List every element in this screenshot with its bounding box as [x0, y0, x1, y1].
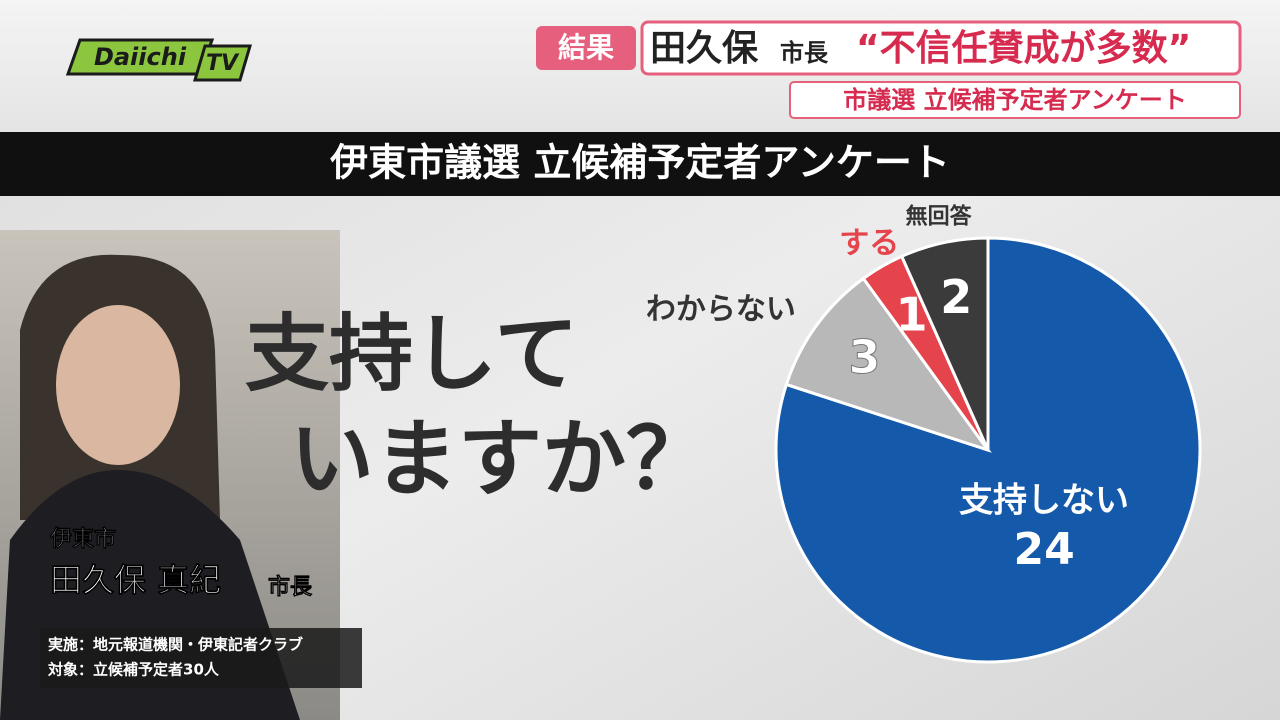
slice-value: 24: [1013, 524, 1074, 575]
slice-value: 2: [940, 270, 972, 324]
tag: 結果: [558, 31, 614, 64]
headline-quote: “不信任賛成が多数”: [856, 28, 1191, 69]
headline-name: 田久保: [650, 28, 759, 69]
headline-sub: 市議選 立候補予定者アンケート: [843, 86, 1186, 114]
banner: [0, 132, 1280, 196]
logo-tv-box: [192, 44, 253, 82]
slice-label: 無回答: [906, 204, 973, 230]
caption-role: 市長: [268, 574, 313, 600]
tag-box: [536, 26, 636, 70]
chart-title: 伊東市議選 立候補予定者アンケート: [329, 141, 950, 185]
note: 実施：地元報道機関・伊東記者クラブ: [48, 636, 303, 654]
caption-city: 伊東市: [49, 526, 116, 552]
logo-tv: TV: [206, 51, 240, 76]
slice-label: 支持しない: [959, 481, 1129, 521]
slice-label: する: [839, 226, 899, 261]
question: いますか？: [290, 410, 710, 508]
sub-box: [789, 81, 1241, 119]
headline-box: [640, 20, 1242, 76]
logo: Daiichi: [94, 43, 187, 71]
face: [56, 305, 180, 465]
headline-role: 市長: [780, 39, 829, 67]
slice-label: わからない: [646, 292, 796, 327]
pie-slice: [899, 236, 990, 451]
notes-box: [40, 628, 362, 688]
pie-slice: [784, 276, 992, 453]
note: 対象：立候補予定者30人: [47, 661, 220, 679]
slice-value: 3: [849, 330, 881, 384]
caption-name: 田久保 真紀: [50, 561, 221, 599]
question: 支持して: [245, 305, 578, 403]
